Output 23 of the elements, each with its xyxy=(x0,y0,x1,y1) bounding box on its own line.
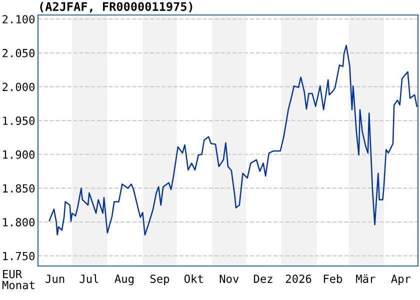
line-series xyxy=(48,44,418,236)
x-tick-label: Dez xyxy=(254,274,272,283)
y-tick-label: 2.100 xyxy=(2,15,35,24)
y-tick-label: 1.750 xyxy=(3,252,35,260)
x-tick-label: Feb xyxy=(324,274,342,283)
y-tick-label: 2.000 xyxy=(2,82,35,92)
y-tick-label: 2.050 xyxy=(2,48,35,58)
x-tick-label: Nov xyxy=(220,274,239,283)
x-tick-label: Mär xyxy=(356,274,376,283)
x-axis-title: Monat xyxy=(2,280,34,290)
x-tick-label: Jul xyxy=(80,274,98,283)
y-tick-label: 1.900 xyxy=(3,150,35,159)
y-tick-label: 1.850 xyxy=(3,184,35,193)
y-axis-title: EUR xyxy=(3,270,22,278)
x-tick-label: Jun xyxy=(46,274,64,283)
x-tick-label: Okt xyxy=(184,274,203,283)
x-tick-label: Aug xyxy=(114,274,134,286)
chart-title: (A2JFAF, FR0000011975) xyxy=(40,2,192,12)
x-tick-label: Apr xyxy=(391,274,411,286)
y-tick-label: 1.950 xyxy=(3,116,35,125)
y-tick-label: 1.800 xyxy=(3,218,35,226)
x-tick-label: 2026 xyxy=(286,274,312,283)
x-tick-label: Sep xyxy=(150,274,170,286)
